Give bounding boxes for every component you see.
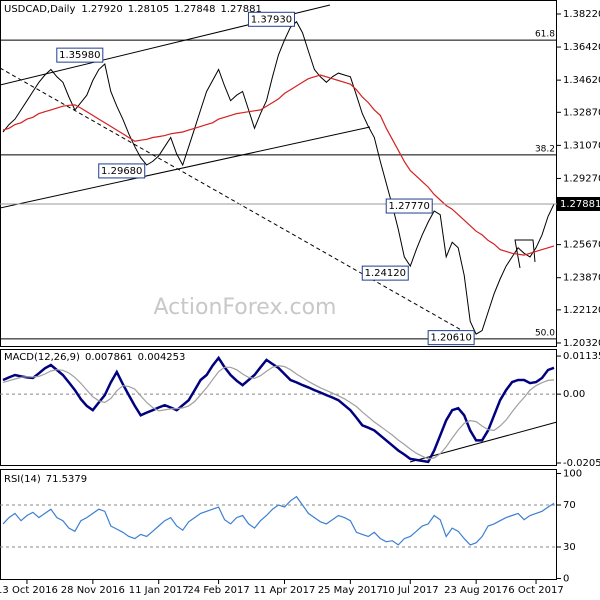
x-tick-label: 6 Oct 2017 — [508, 585, 563, 596]
current-price-box — [557, 196, 600, 211]
x-tick-label: 25 May 2017 — [318, 585, 383, 596]
y-tick-label: 1.38220 — [563, 9, 600, 20]
y-tick-label: 1.23870 — [563, 273, 600, 284]
high: 1.28105 — [128, 4, 169, 15]
signal-value: 0.004253 — [138, 352, 186, 363]
x-tick-label: 28 Nov 2016 — [61, 585, 125, 596]
symbol: USDCAD,Daily — [4, 4, 75, 15]
macd-panel-frame — [0, 349, 557, 466]
macd-title: MACD(12,26,9) — [4, 352, 80, 363]
y-tick-label: -0.020531 — [563, 458, 600, 469]
y-tick-label: 1.36420 — [563, 42, 600, 53]
y-tick-label: 1.31070 — [563, 140, 600, 151]
current-price-label: 1.27881 — [560, 199, 600, 210]
y-tick-label: 0.00 — [563, 389, 585, 400]
macd-header: MACD(12,26,9) 0.007861 0.004253 — [4, 352, 185, 363]
y-tick-label: 1.29270 — [563, 173, 600, 184]
annotation-label: 1.37930 — [251, 14, 292, 25]
series-line — [2, 74, 555, 256]
rsi-title: RSI(14) — [4, 474, 41, 485]
y-tick-label: 1.32870 — [563, 107, 600, 118]
price-header: USDCAD,Daily 1.27920 1.28105 1.27848 1.27881 — [4, 4, 262, 15]
annotation-label: 1.35980 — [59, 50, 100, 61]
rsi-header: RSI(14) 71.5379 — [4, 474, 87, 485]
y-tick-label: 1.22120 — [563, 305, 600, 316]
annotation-label: 1.20610 — [430, 333, 471, 344]
annotation-label: 1.27770 — [389, 201, 430, 212]
y-tick-label: 70 — [563, 500, 576, 511]
low: 1.27848 — [174, 4, 215, 15]
open: 1.27920 — [81, 4, 122, 15]
fib-label: 38.2 — [535, 144, 555, 154]
y-tick-label: 1.34620 — [563, 75, 600, 86]
y-tick-label: 0.011355 — [563, 351, 600, 362]
annotation-box — [98, 163, 146, 179]
x-tick-label: 13 Oct 2016 — [0, 585, 58, 596]
series-line — [2, 355, 555, 464]
macd-value: 0.007861 — [85, 352, 133, 363]
channel-lower — [0, 126, 371, 209]
annotation-box — [361, 265, 409, 281]
trend-dashed — [0, 67, 471, 336]
y-tick-label: 1.20320 — [563, 338, 600, 349]
rsi-value: 71.5379 — [46, 474, 87, 485]
rsi-panel-frame — [0, 469, 557, 580]
close: 1.27881 — [220, 4, 261, 15]
x-tick-label: 10 Jul 2017 — [382, 585, 439, 596]
annotation-box — [247, 11, 295, 27]
annotation-box — [56, 47, 104, 63]
watermark: ActionForex.com — [154, 295, 337, 320]
macd-trendline — [409, 421, 558, 463]
annotation-box — [385, 198, 433, 214]
annotation-label: 1.24120 — [365, 268, 406, 279]
annotation-box — [427, 330, 475, 346]
fib-label: 50.0 — [535, 328, 555, 338]
y-tick-label: 30 — [563, 542, 576, 553]
y-tick-label: 100 — [563, 468, 582, 479]
plot-layer: 1.38220 1.36420 1.34620 1.32870 1.31070 1.292… — [0, 9, 600, 596]
series-line — [2, 495, 555, 546]
y-tick-label: 0 — [563, 574, 569, 585]
series-line — [2, 20, 555, 335]
y-tick-label: 1.25670 — [563, 240, 600, 251]
x-tick-label: 11 Jan 2017 — [129, 585, 189, 596]
x-tick-label: 23 Aug 2017 — [444, 585, 508, 596]
x-tick-label: 11 Apr 2017 — [254, 585, 316, 596]
annotation-label: 1.29680 — [101, 166, 142, 177]
x-tick-label: 24 Feb 2017 — [187, 585, 249, 596]
series-line — [2, 364, 555, 460]
fib-label: 61.8 — [535, 30, 555, 40]
price-panel-frame — [0, 0, 557, 347]
